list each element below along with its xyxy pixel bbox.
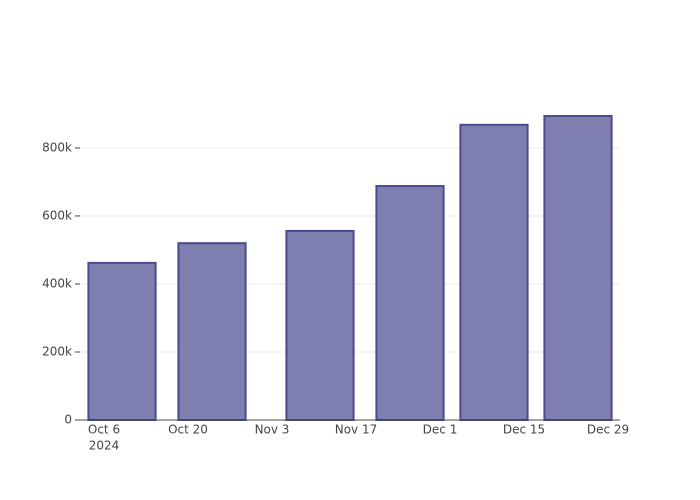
bar xyxy=(459,123,529,422)
bar xyxy=(87,261,157,421)
y-tick-label: 0 xyxy=(64,413,72,427)
bar xyxy=(177,242,247,421)
x-tick-label: Nov 17 xyxy=(335,423,378,437)
x-tick-label: Oct 20 xyxy=(168,423,208,437)
y-tick-label: 200k xyxy=(42,344,72,358)
x-tick-label: Dec 29 xyxy=(587,423,629,437)
y-tick-label: 800k xyxy=(42,140,72,154)
x-tick-label: Nov 3 xyxy=(255,423,290,437)
x-tick-label: Oct 6 xyxy=(88,423,120,437)
x-tick-label: Dec 15 xyxy=(503,423,545,437)
x-tick-label: Dec 1 xyxy=(423,423,458,437)
bar xyxy=(543,114,613,421)
y-tick-label: 400k xyxy=(42,276,72,290)
y-tick-label: 600k xyxy=(42,208,72,222)
bar xyxy=(375,185,445,421)
bar xyxy=(285,229,355,421)
x-year-label: 2024 xyxy=(89,439,120,453)
